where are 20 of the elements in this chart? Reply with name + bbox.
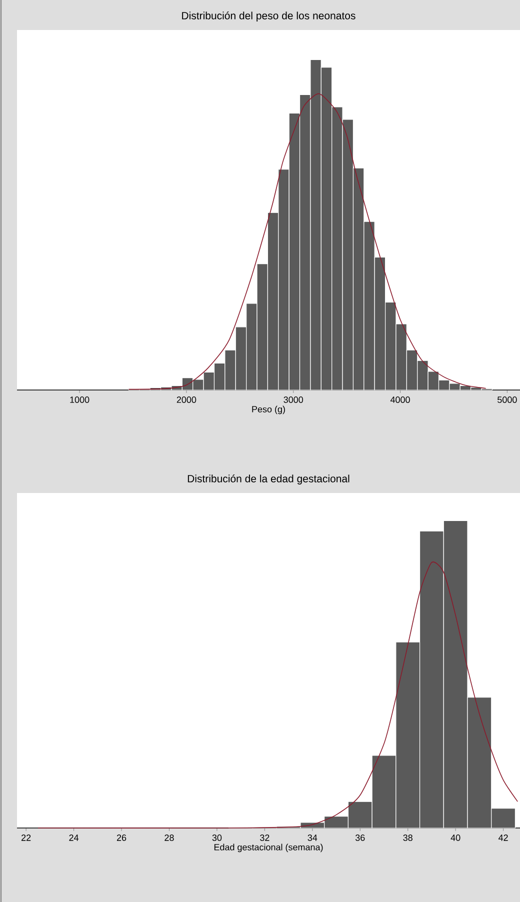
x-tick-label: 2000 [176, 396, 196, 403]
x-tick-label: 4000 [390, 396, 410, 403]
chart-title: Distribución de la edad gestacional [188, 474, 350, 484]
x-tick-label: 5000 [498, 396, 517, 403]
x-tick-label: 38 [403, 834, 412, 841]
x-tick-label: 32 [260, 834, 270, 841]
x-tick-label: 22 [22, 834, 31, 841]
x-tick-label: 36 [355, 834, 365, 841]
x-axis-title: Peso (g) [252, 406, 285, 414]
x-tick-label: 3000 [284, 396, 304, 403]
x-tick-label: 30 [212, 834, 222, 841]
x-tick-label: 42 [498, 834, 508, 841]
x-tick-label: 24 [69, 834, 79, 841]
x-tick-label: 34 [308, 834, 318, 841]
x-tick-label: 26 [116, 834, 126, 841]
chart-title: Distribución del peso de los neonatos [182, 12, 356, 22]
x-tick-label: 40 [450, 834, 460, 841]
x-tick-label: 1000 [70, 396, 90, 403]
x-axis-title: Edad gestacional (semana) [214, 844, 323, 852]
x-tick-label: 28 [164, 834, 174, 841]
